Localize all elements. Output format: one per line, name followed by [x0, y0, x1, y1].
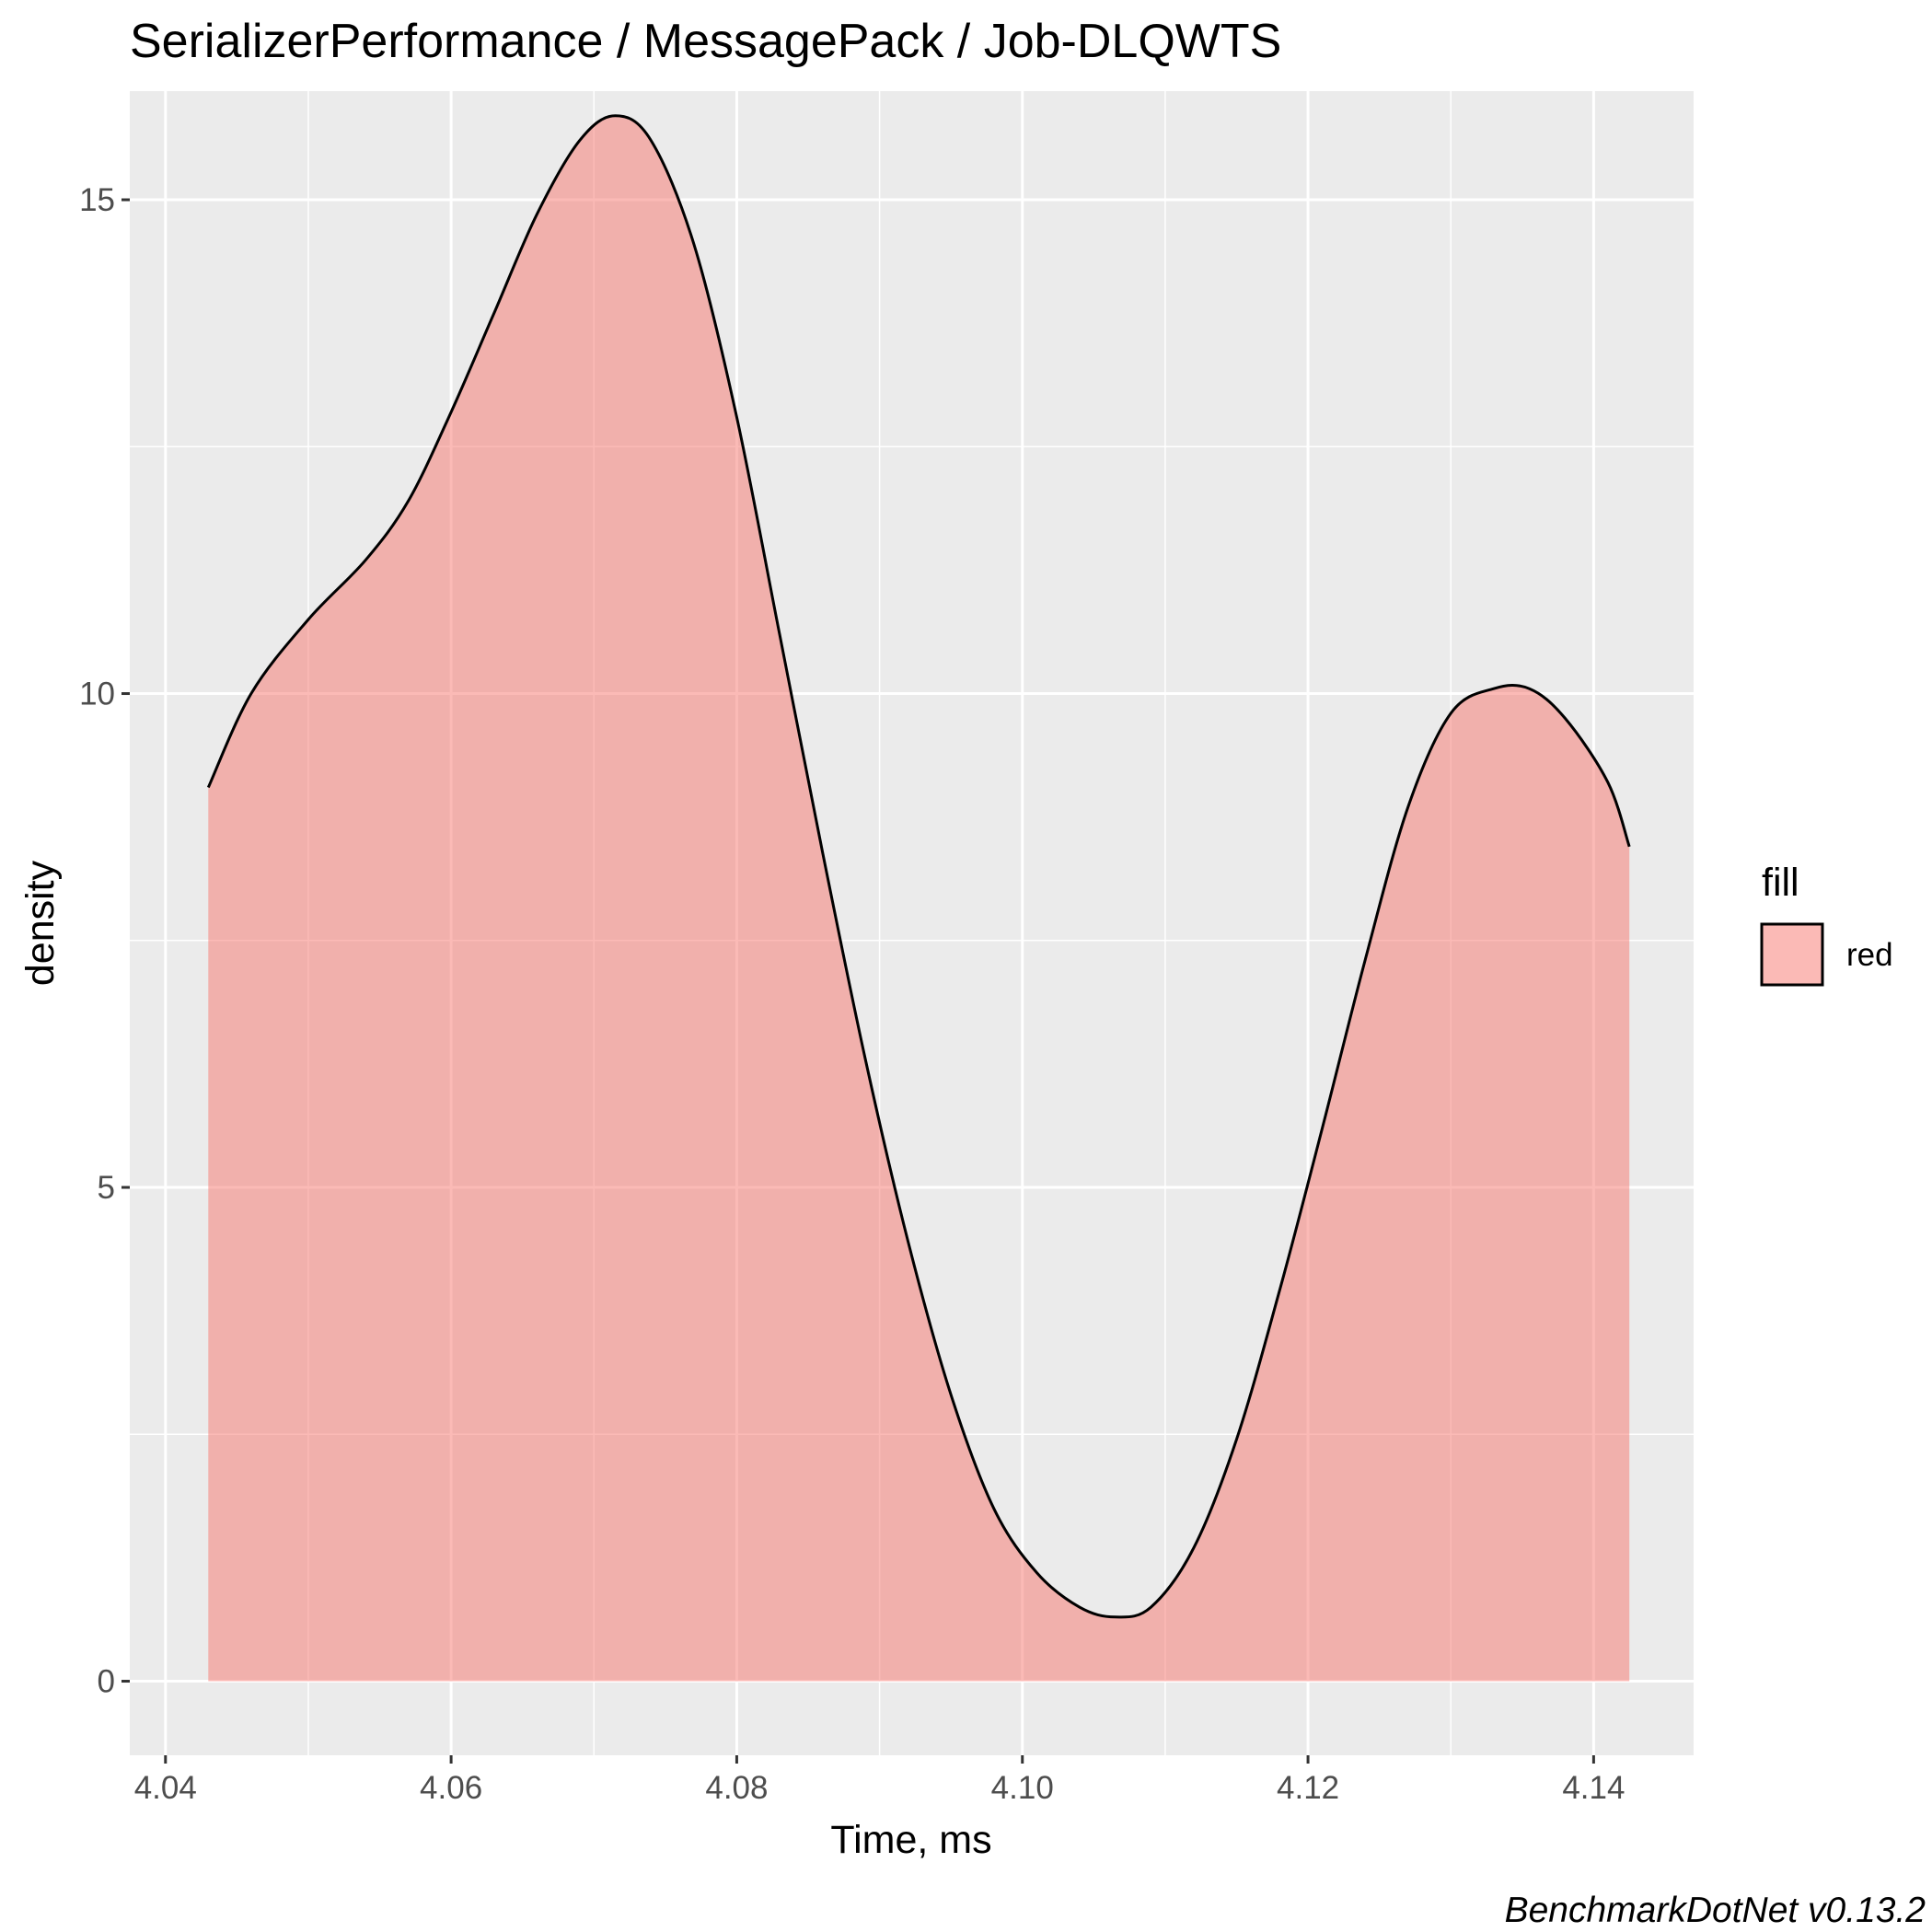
chart-title: SerializerPerformance / MessagePack / Jo… [130, 15, 1281, 68]
legend: fill red [1760, 861, 1893, 987]
x-tick-label-4: 4.12 [1277, 1770, 1339, 1806]
plot-panel [130, 91, 1694, 1755]
y-axis: 0 5 10 15 [79, 182, 130, 1700]
y-tick-label-2: 10 [79, 677, 115, 712]
y-tick-label-3: 15 [79, 182, 115, 218]
x-axis-title: Time, ms [830, 1818, 991, 1862]
y-axis-title: density [18, 860, 63, 986]
legend-key-red [1760, 922, 1824, 987]
x-tick-label-3: 4.10 [991, 1770, 1054, 1806]
x-tick-label-1: 4.06 [420, 1770, 482, 1806]
density-line [206, 114, 1631, 1619]
y-tick-label-1: 5 [98, 1170, 115, 1206]
x-tick-label-2: 4.08 [705, 1770, 768, 1806]
caption: BenchmarkDotNet v0.13.2 [1505, 1891, 1926, 1930]
x-axis: 4.04 4.06 4.08 4.10 4.12 4.14 [134, 1755, 1625, 1806]
x-tick-label-5: 4.14 [1562, 1770, 1625, 1806]
legend-title: fill [1762, 861, 1799, 905]
density-area [208, 115, 1630, 1682]
x-tick-label-0: 4.04 [134, 1770, 197, 1806]
legend-label-red: red [1846, 937, 1893, 973]
y-tick-label-0: 0 [98, 1664, 115, 1700]
